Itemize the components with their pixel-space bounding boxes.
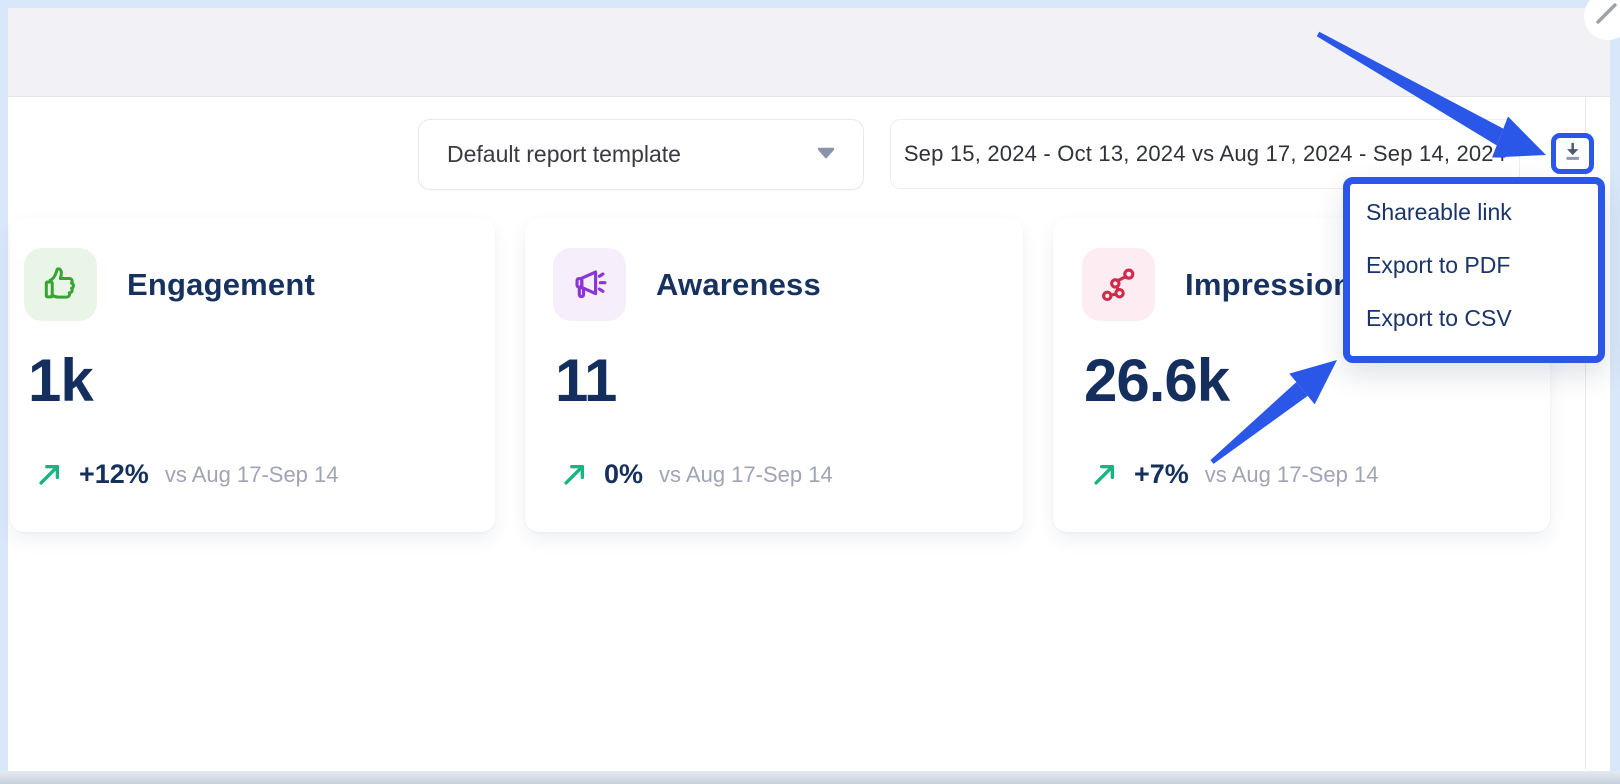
pencil-icon: [1584, 3, 1620, 44]
template-select[interactable]: Default report template: [418, 119, 864, 190]
card-trend: 0% vs Aug 17-Sep 14: [561, 459, 833, 490]
trend-compare-label: vs Aug 17-Sep 14: [164, 461, 339, 487]
edit-fab-button[interactable]: [1584, 0, 1620, 40]
card-header: Impressions: [1082, 248, 1550, 321]
kpi-card-awareness: Awareness 11 0% vs Aug 17-Sep 14: [525, 218, 1023, 532]
card-trend: +7% vs Aug 17-Sep 14: [1091, 459, 1378, 490]
trend-up-icon: [561, 461, 588, 488]
card-title: Impressions: [1185, 266, 1370, 302]
trend-up-icon: [36, 461, 63, 488]
export-menu: Shareable link Export to PDF Export to C…: [1343, 177, 1605, 363]
card-header: Awareness: [553, 248, 1023, 321]
trend-delta: +12%: [79, 459, 149, 489]
download-icon: [1561, 140, 1584, 168]
window-bottom-edge: [0, 771, 1620, 784]
card-header: Engagement: [24, 248, 495, 321]
trend-compare-label: vs Aug 17-Sep 14: [1204, 461, 1379, 487]
card-title: Awareness: [656, 266, 821, 302]
menu-item-export-csv[interactable]: Export to CSV: [1366, 305, 1512, 331]
content-edge-divider: [1585, 97, 1586, 769]
trend-delta: +7%: [1134, 459, 1189, 489]
top-toolbar-band: [8, 8, 1610, 97]
chevron-down-icon: [817, 146, 835, 164]
card-title: Engagement: [127, 266, 316, 302]
card-value: 26.6k: [1084, 347, 1230, 414]
trend-delta: 0%: [604, 459, 644, 489]
trend-compare-label: vs Aug 17-Sep 14: [659, 461, 833, 487]
card-value: 1k: [28, 347, 94, 414]
template-select-value: Default report template: [447, 141, 681, 167]
export-button[interactable]: [1551, 133, 1594, 174]
card-value: 11: [555, 347, 617, 414]
card-trend: +12% vs Aug 17-Sep 14: [36, 459, 339, 490]
menu-item-shareable-link[interactable]: Shareable link: [1366, 199, 1512, 225]
trend-up-icon: [1091, 461, 1118, 488]
menu-item-export-pdf[interactable]: Export to PDF: [1366, 252, 1511, 278]
date-range-value: Sep 15, 2024 - Oct 13, 2024 vs Aug 17, 2…: [903, 141, 1507, 166]
kpi-card-engagement: Engagement 1k +12% vs Aug 17-Sep 14: [10, 218, 495, 532]
thumbs-up-icon: [24, 248, 97, 321]
share-nodes-icon: [1082, 248, 1155, 321]
megaphone-icon: [553, 248, 626, 321]
